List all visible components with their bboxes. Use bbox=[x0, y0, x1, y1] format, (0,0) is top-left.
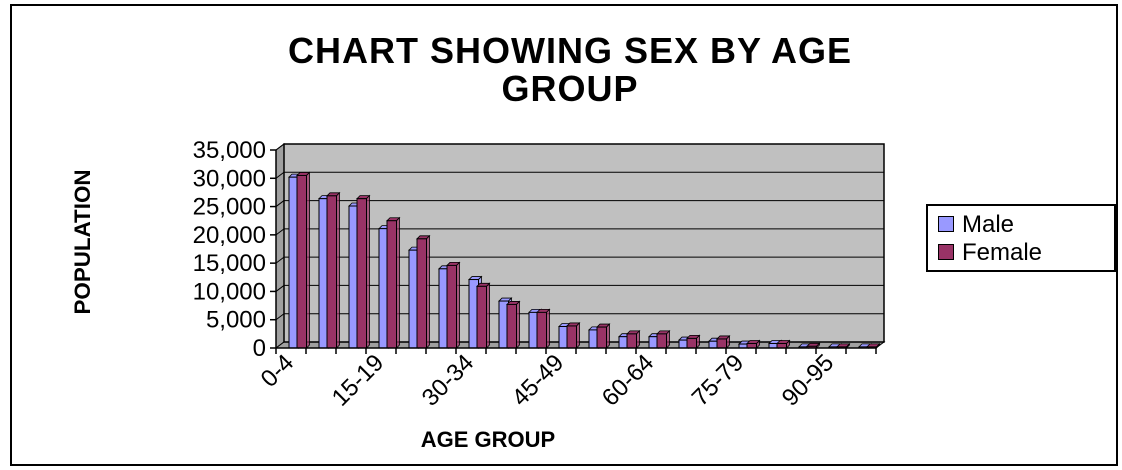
y-tick-label: 0 bbox=[253, 335, 266, 362]
legend-item-female: Female bbox=[938, 240, 1042, 266]
bar-female bbox=[386, 220, 397, 349]
bar-female bbox=[626, 333, 637, 349]
bar-female bbox=[686, 337, 697, 349]
chart-legend: Male Female bbox=[926, 204, 1116, 272]
gridline-side bbox=[275, 143, 285, 151]
x-tick-label: 60-64 bbox=[597, 349, 660, 412]
bar-female bbox=[506, 303, 517, 349]
gridline-side bbox=[275, 228, 285, 236]
x-tick-label: 30-34 bbox=[417, 349, 480, 412]
bar-female bbox=[416, 238, 427, 349]
bar-female bbox=[656, 333, 667, 349]
y-axis-title: POPULATION bbox=[70, 170, 95, 315]
legend-swatch-male bbox=[938, 216, 954, 233]
legend-label-female: Female bbox=[962, 239, 1043, 266]
legend-swatch-female bbox=[938, 244, 954, 261]
bar-female bbox=[476, 285, 487, 349]
y-tick-label: 10,000 bbox=[193, 278, 266, 305]
legend-item-male: Male bbox=[938, 212, 1014, 238]
x-tick-label: 15-19 bbox=[327, 349, 390, 412]
bar-female bbox=[446, 264, 457, 349]
gridline-side bbox=[275, 256, 285, 264]
gridline-side bbox=[275, 313, 285, 321]
legend-label-male: Male bbox=[962, 211, 1015, 238]
y-tick-label: 5,000 bbox=[206, 307, 266, 334]
bar-female bbox=[296, 174, 307, 349]
gridline-side bbox=[275, 200, 285, 207]
x-tick-label: 45-49 bbox=[507, 349, 570, 412]
bar-female bbox=[566, 325, 577, 349]
y-tick-label: 20,000 bbox=[193, 222, 266, 249]
chart-title-line-2: GROUP bbox=[501, 68, 639, 109]
chart-title-line-1: CHART SHOWING SEX BY AGE bbox=[287, 30, 853, 71]
bar-female bbox=[356, 198, 367, 349]
plot-side-wall bbox=[275, 143, 285, 349]
bar-female bbox=[536, 311, 547, 349]
bar-female bbox=[716, 338, 727, 349]
x-tick-label: 75-79 bbox=[687, 349, 750, 412]
x-axis-title: AGE GROUP bbox=[421, 427, 555, 452]
y-tick-label: 30,000 bbox=[193, 165, 266, 192]
gridline-side bbox=[275, 285, 285, 292]
gridline-side bbox=[275, 171, 285, 179]
plot-area bbox=[283, 143, 885, 343]
chart-title: CHART SHOWING SEX BY AGE GROUP bbox=[0, 32, 1122, 108]
y-tick-label: 25,000 bbox=[193, 194, 266, 221]
x-tick-label: 90-95 bbox=[777, 349, 840, 412]
bar-female bbox=[596, 326, 607, 349]
y-tick-label: 15,000 bbox=[193, 250, 266, 277]
bar-female bbox=[326, 195, 337, 349]
y-tick-label: 35,000 bbox=[193, 137, 266, 164]
